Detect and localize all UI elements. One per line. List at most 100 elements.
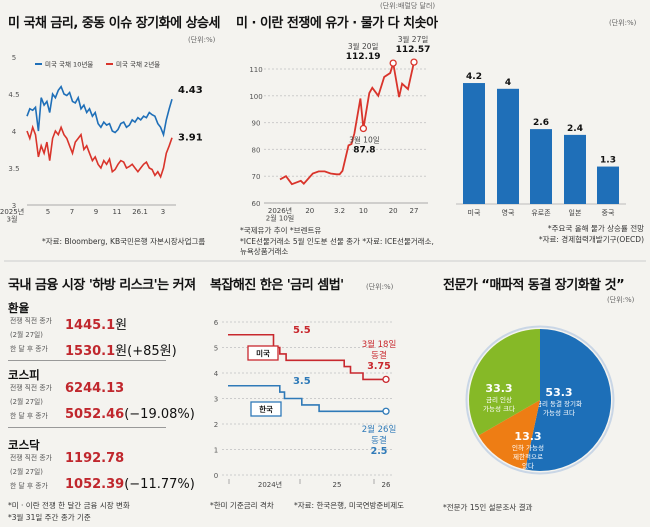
chart2-annotation-value: 112.57 xyxy=(396,45,431,55)
market-divider xyxy=(8,427,166,428)
before-date: (2월 27일) xyxy=(10,331,43,339)
chart4-end-date: 2월 26일 xyxy=(362,424,397,435)
chart3-bar-label: 1.3 xyxy=(600,156,616,166)
chart3-bar xyxy=(564,134,586,204)
chart1-y-tick: 5 xyxy=(12,54,16,62)
chart1-legend-label: 미국 국채 10년물 xyxy=(45,60,93,69)
market-divider xyxy=(8,360,166,361)
chart4-series-box xyxy=(247,345,279,361)
chart3-bar xyxy=(463,83,485,204)
market-note: *미 · 이란 전쟁 한 달간 금융 시장 변화 xyxy=(8,501,130,510)
chart1-title: 미 국채 금리, 중동 이슈 장기화에 상승세 xyxy=(8,16,220,31)
chart2-annotation-value: 87.8 xyxy=(353,145,375,155)
chart1-end-label: 4.43 xyxy=(178,85,203,96)
after-label: 한 달 후 종가 xyxy=(10,412,48,420)
chart2-marker xyxy=(359,124,368,133)
chart4-y-tick: 1 xyxy=(214,447,218,455)
chart1-x-tick: 2025년 3월 xyxy=(0,207,24,224)
chart3-bar-label: 2.6 xyxy=(533,118,549,128)
chart2-y-tick: 90 xyxy=(252,120,261,128)
before-date: (2월 27일) xyxy=(10,468,43,476)
chart1-x-tick: 5 xyxy=(46,208,50,216)
before-label: 전쟁 직전 종가 xyxy=(10,454,52,462)
chart2-x-tick: 2026년 2월 10일 xyxy=(266,206,294,223)
chart4-title: 복잡해진 한은 '금리 셈법' xyxy=(210,278,344,293)
chart1-x-tick: 26.1 xyxy=(132,208,148,216)
chart2-y-tick: 60 xyxy=(252,200,261,208)
chart4-series-box xyxy=(250,401,282,417)
chart4-y-tick: 2 xyxy=(214,421,218,429)
chart4-end-date: 3월 18일 xyxy=(362,339,397,350)
chart5-slice-desc: 금리 인상 xyxy=(486,395,512,404)
chart5-pie-ring xyxy=(465,325,615,475)
before-label: 전쟁 직전 종가 xyxy=(10,384,52,392)
chart4-series-label: 한국 xyxy=(259,404,273,414)
chart4-note: *자료: 한국은행, 미국연방준비제도 xyxy=(294,501,405,510)
chart4-end-marker xyxy=(382,407,390,415)
chart1-y-tick: 4 xyxy=(12,128,17,136)
chart1-unit: (단위:%) xyxy=(188,36,216,44)
chart4-x-tick: 25 xyxy=(333,481,342,489)
chart2-x-tick: 10 xyxy=(359,207,368,215)
before-unit: 원 xyxy=(115,318,128,333)
chart3-bar xyxy=(530,129,552,204)
chart5-slice-desc: 있다 xyxy=(522,461,534,470)
chart3-note: *주요국 올해 물가 상승률 전망 xyxy=(547,224,644,233)
chart2-annotation-date: 3월 27일 xyxy=(398,34,429,44)
chart4-y-tick: 4 xyxy=(214,370,219,378)
chart1-x-tick: 7 xyxy=(70,208,74,216)
chart3-bar-label: 2.4 xyxy=(567,124,583,134)
chart5-title: 전문가 “매파적 동결 장기화할 것” xyxy=(443,278,625,293)
chart5-slice-value: 53.3 xyxy=(545,386,572,399)
chart4-end-status: 동결 xyxy=(371,435,387,446)
market-item-name: 코스닥 xyxy=(8,438,40,452)
chart3-bar xyxy=(497,88,519,204)
chart3-category: 유로존 xyxy=(531,209,551,217)
chart5-pie-slice xyxy=(525,329,612,471)
chart4-end-value: 2.5 xyxy=(371,446,388,457)
chart2-price-line xyxy=(279,61,415,186)
before-value: 6244.13 xyxy=(65,381,125,396)
chart5-slice-desc: 가능성 크다 xyxy=(543,408,575,417)
after-change: (−19.08%) xyxy=(124,407,195,422)
chart5-note: *전문가 15인 설문조사 결과 xyxy=(443,503,533,512)
chart2-note: *국제유가 추이 *브렌트유 xyxy=(240,226,322,235)
market-item-name: 환율 xyxy=(8,301,30,315)
chart5-pie-slice xyxy=(478,400,540,470)
chart2-y-tick: 100 xyxy=(249,93,262,101)
chart2-y-tick: 80 xyxy=(252,146,261,154)
after-value: 5052.46(−19.08%) xyxy=(65,407,195,422)
before-value: 1192.78 xyxy=(65,451,125,466)
chart4-y-tick: 6 xyxy=(214,319,219,327)
chart1-end-label: 3.91 xyxy=(178,133,203,144)
chart4-x-tick: 26 xyxy=(382,481,391,489)
chart5-slice-desc: 가능성 크다 xyxy=(483,404,515,413)
chart3-bar-label: 4 xyxy=(505,78,511,88)
before-label: 전쟁 직전 종가 xyxy=(10,317,52,325)
chart5-slice-value: 13.3 xyxy=(514,430,541,443)
chart3-category: 영국 xyxy=(502,208,515,217)
chart5-unit: (단위:%) xyxy=(607,296,635,304)
chart5-pie-slice xyxy=(468,329,540,436)
chart2-x-tick: 20 xyxy=(305,207,314,215)
chart4-start-label: 3.5 xyxy=(293,376,311,387)
chart4-end-status: 동결 xyxy=(371,350,387,361)
chart3-category: 미국 xyxy=(468,208,481,217)
chart3-bar xyxy=(597,166,619,204)
chart2-x-tick: 20 xyxy=(389,207,398,215)
chart2-x-tick: 3.2 xyxy=(334,207,345,215)
market-item-name: 코스피 xyxy=(8,368,40,382)
chart4-end-value: 3.75 xyxy=(367,361,390,372)
chart5-slice-desc: 제한적으로 xyxy=(513,453,543,461)
chart1-series-line xyxy=(26,84,173,138)
before-date: (2월 27일) xyxy=(10,398,43,406)
chart1-note: *자료: Bloomberg, KB국민은행 자본시장사업그룹 xyxy=(42,237,206,246)
chart5-slice-value: 33.3 xyxy=(485,382,512,395)
chart4-end-marker xyxy=(382,375,390,384)
chart2-unit: (단위:배럴당 달러) xyxy=(380,2,436,10)
chart5-slice-desc: 인하 가능성 xyxy=(512,443,544,452)
chart4-series-label: 미국 xyxy=(256,348,270,358)
chart4-y-tick: 3 xyxy=(214,396,218,404)
